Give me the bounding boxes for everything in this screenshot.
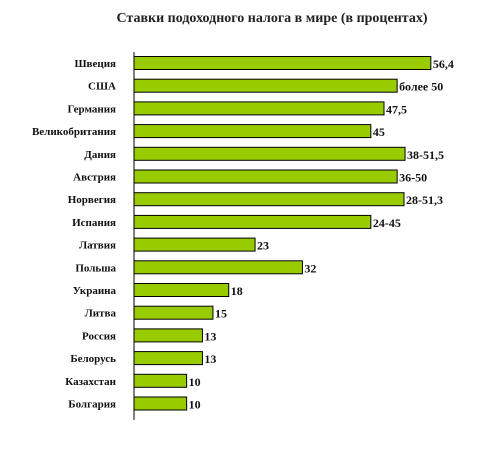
- category-label-3: Великобритания: [32, 126, 116, 138]
- bar-13: [133, 351, 203, 366]
- value-label-2: 47,5: [386, 102, 407, 116]
- bar-15: [133, 396, 188, 411]
- category-label-14: Казахстан: [65, 376, 116, 388]
- value-label-15: 10: [189, 398, 201, 412]
- bar-11: [133, 305, 214, 320]
- bar-4: [133, 146, 406, 161]
- bar-9: [133, 260, 303, 275]
- category-label-0: Швеция: [74, 58, 116, 70]
- category-labels-group: Швеция США Германия Великобритания Дания Авст…: [32, 58, 117, 411]
- value-label-8: 23: [257, 239, 269, 253]
- value-label-0: 56,4: [433, 57, 454, 71]
- value-label-7: 24-45: [373, 216, 401, 230]
- category-label-6: Норвегия: [68, 194, 116, 206]
- bar-8: [133, 237, 256, 252]
- bar-6: [133, 192, 405, 207]
- value-label-6: 28-51,3: [406, 193, 443, 207]
- value-label-13: 13: [204, 352, 216, 366]
- category-label-8: Латвия: [79, 240, 116, 252]
- category-label-4: Дания: [84, 149, 116, 161]
- category-label-12: Россия: [82, 330, 116, 342]
- category-label-1: США: [88, 81, 116, 93]
- bar-12: [133, 328, 203, 343]
- value-label-4: 38-51,5: [407, 148, 444, 162]
- category-label-9: Польша: [75, 262, 116, 274]
- category-label-2: Германия: [67, 103, 116, 115]
- category-label-10: Украина: [73, 285, 117, 297]
- value-label-5: 36-50: [399, 171, 427, 185]
- category-label-13: Белорусь: [70, 353, 116, 365]
- value-label-11: 15: [215, 307, 227, 321]
- bars-group: [133, 56, 432, 411]
- value-label-14: 10: [189, 375, 201, 389]
- value-label-10: 18: [231, 284, 243, 298]
- bar-1: [133, 78, 398, 93]
- bar-0: [133, 56, 432, 70]
- bar-10: [133, 283, 230, 297]
- value-label-12: 13: [204, 329, 216, 343]
- bar-5: [133, 169, 398, 184]
- category-label-11: Литва: [85, 308, 117, 320]
- category-label-15: Болгария: [68, 399, 116, 411]
- bar-3: [133, 124, 372, 139]
- value-label-9: 32: [304, 261, 316, 275]
- category-label-5: Австрия: [73, 172, 116, 184]
- category-label-7: Испания: [72, 217, 116, 229]
- value-labels-group: 56,4 более 50 47,545 38-51,5 36-50 28-51,3 24-…: [189, 57, 454, 412]
- value-label-1: более 50: [399, 80, 443, 94]
- bar-14: [133, 373, 188, 388]
- chart-title: Ставки подоходного налога в мире (в проц…: [117, 11, 428, 26]
- bar-7: [133, 214, 372, 229]
- bar-2: [133, 101, 385, 116]
- value-label-3: 45: [373, 125, 385, 139]
